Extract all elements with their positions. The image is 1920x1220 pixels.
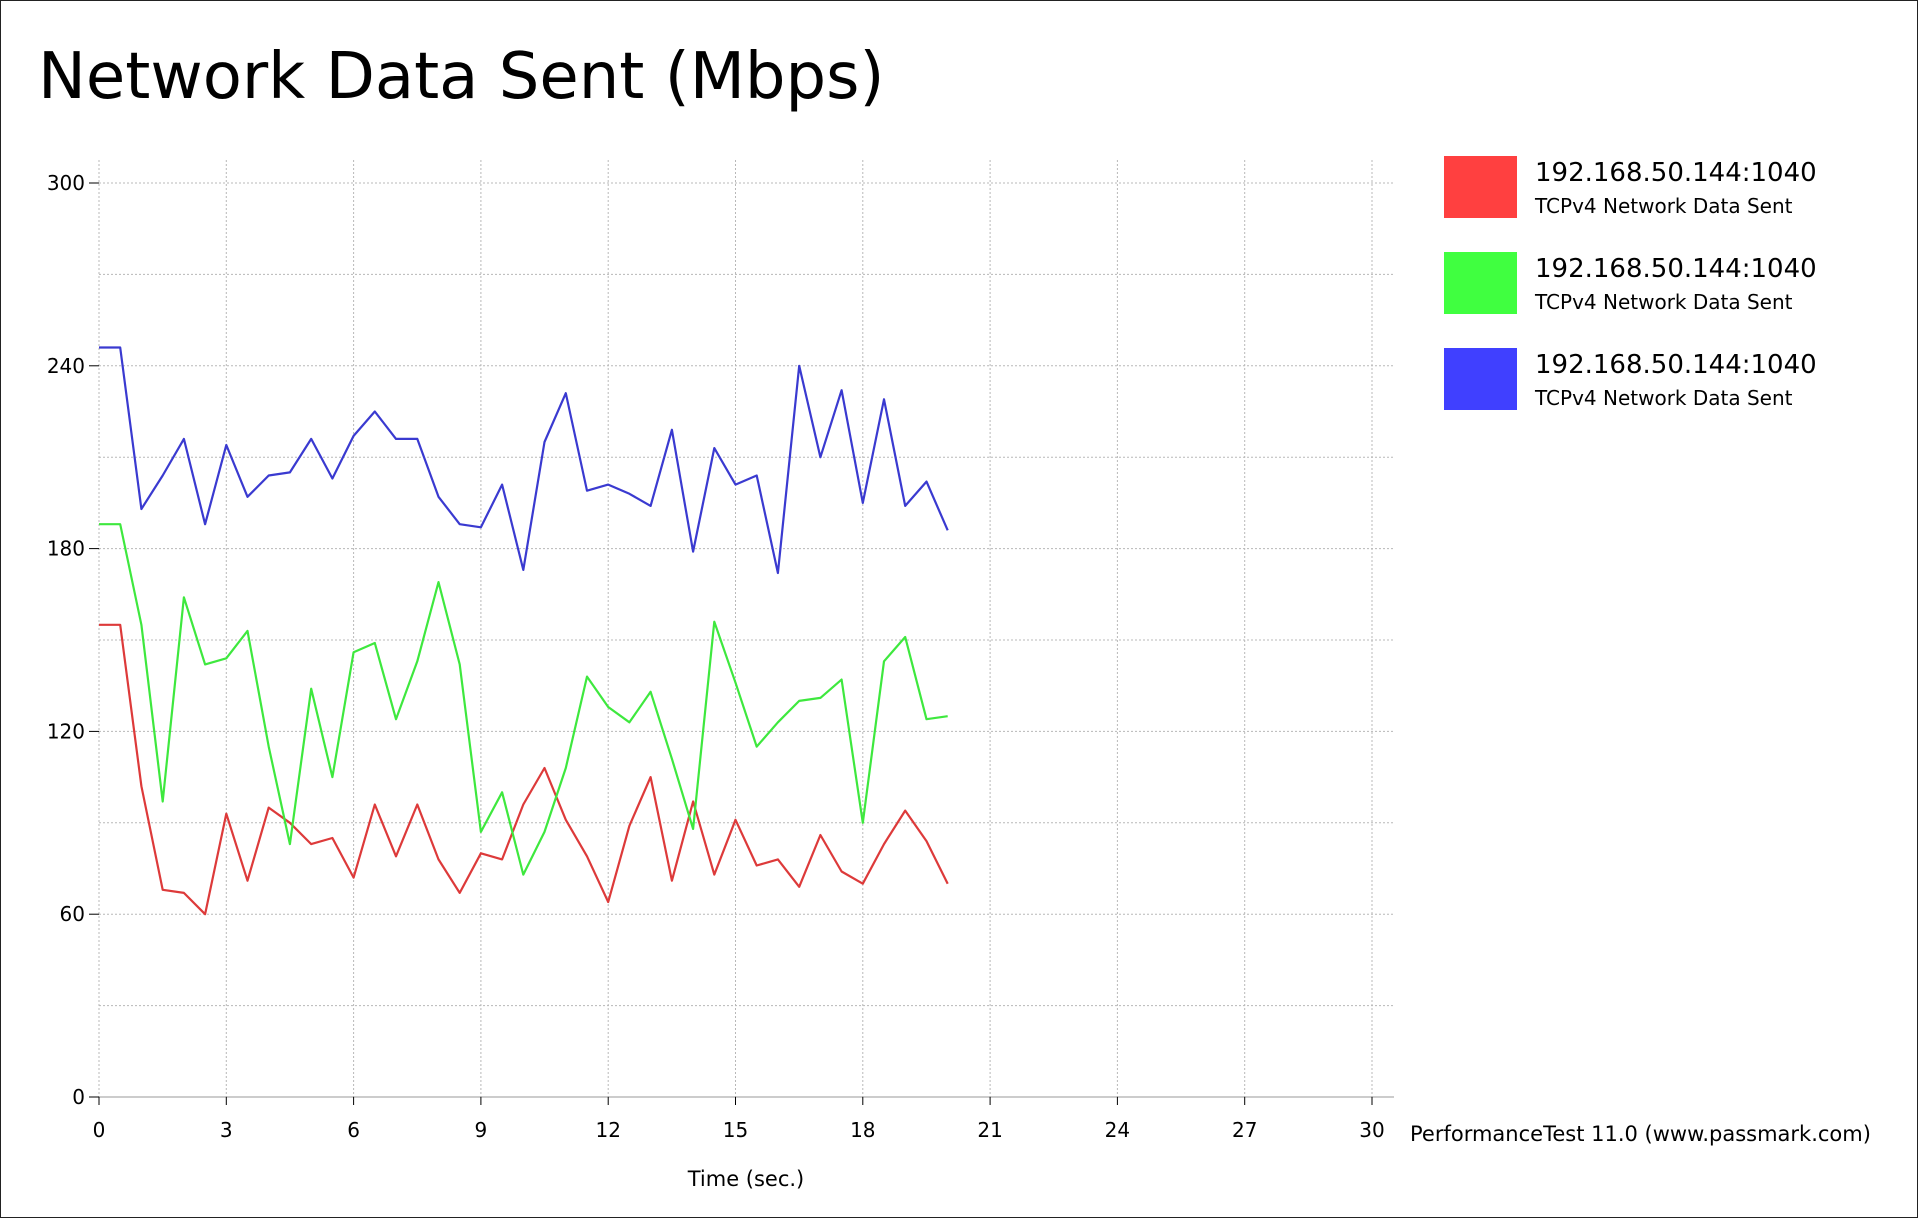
y-tick-label: 120 [47,719,85,743]
legend-item-2: 192.168.50.144:1040 TCPv4 Network Data S… [1444,252,1884,314]
series-line-2 [99,523,948,876]
legend-item-3: 192.168.50.144:1040 TCPv4 Network Data S… [1444,348,1884,410]
legend-series-name: 192.168.50.144:1040 [1535,158,1817,188]
x-tick-label: 24 [1105,1118,1130,1142]
x-axis-title: Time (sec.) [687,1167,805,1191]
x-tick-label: 0 [93,1118,106,1142]
y-tick-label: 60 [60,902,85,926]
legend-series-description: TCPv4 Network Data Sent [1535,194,1793,218]
y-tick-label: 300 [47,171,85,195]
x-tick-label: 3 [220,1118,233,1142]
legend-series-description: TCPv4 Network Data Sent [1535,290,1793,314]
grid-lines [99,160,1394,1097]
footer-credit: PerformanceTest 11.0 (www.passmark.com) [1410,1122,1871,1146]
legend-swatch-green [1444,252,1517,314]
chart-title: Network Data Sent (Mbps) [38,40,885,114]
x-tick-label: 21 [977,1118,1002,1142]
x-tick-label: 27 [1232,1118,1257,1142]
axes: 0 60 120 180 240 300 0 3 6 9 12 15 18 21 24 27 30 [47,160,1394,1142]
legend: 192.168.50.144:1040 TCPv4 Network Data S… [1444,156,1884,444]
series-layer [99,346,949,916]
x-tick-label: 12 [595,1118,620,1142]
x-tick-label: 30 [1359,1118,1384,1142]
x-tick-label: 9 [475,1118,488,1142]
y-tick-label: 0 [72,1085,85,1109]
series-line-1 [99,623,949,916]
y-tick-label: 180 [47,537,85,561]
x-tick-label: 18 [850,1118,875,1142]
series-line-3 [99,346,949,575]
legend-series-name: 192.168.50.144:1040 [1535,350,1817,380]
x-tick-label: 6 [347,1118,360,1142]
legend-swatch-blue [1444,348,1517,410]
legend-series-name: 192.168.50.144:1040 [1535,254,1817,284]
legend-item-1: 192.168.50.144:1040 TCPv4 Network Data S… [1444,156,1884,218]
y-tick-label: 240 [47,354,85,378]
legend-swatch-red [1444,156,1517,218]
x-tick-label: 15 [723,1118,748,1142]
legend-series-description: TCPv4 Network Data Sent [1535,386,1793,410]
